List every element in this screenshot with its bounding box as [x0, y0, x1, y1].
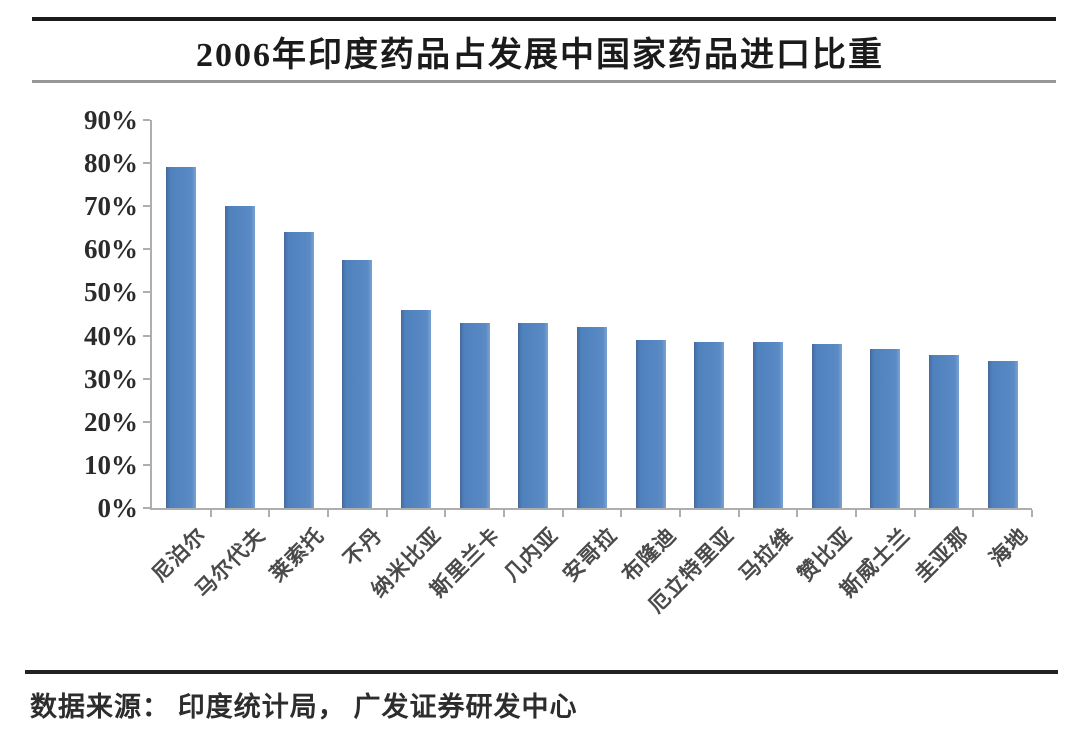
y-tick-mark — [143, 205, 150, 208]
data-source-text: 数据来源： 印度统计局， 广发证券研发中心 — [30, 692, 578, 722]
bar — [342, 260, 373, 508]
bar-column: 厄立特里亚 — [644, 120, 740, 618]
bar-column: 斯里兰卡 — [425, 120, 505, 602]
bar — [987, 361, 1018, 508]
bar-column: 马尔代夫 — [191, 120, 271, 602]
y-tick-label: 70% — [84, 191, 138, 222]
bar-column: 圭亚那 — [910, 120, 975, 586]
bar-column: 海地 — [973, 120, 1033, 571]
bar-column: 布隆迪 — [617, 120, 681, 586]
bar-column: 几内亚 — [500, 120, 564, 586]
bar — [870, 348, 901, 508]
bar-column: 不丹 — [328, 120, 388, 571]
title-underline-rule — [32, 80, 1056, 83]
bar — [811, 344, 842, 508]
y-tick-label: 10% — [84, 449, 138, 480]
bar — [694, 342, 725, 508]
bar-column: 斯威士兰 — [836, 120, 916, 602]
y-tick-mark — [143, 507, 150, 509]
bar — [166, 167, 197, 508]
plot-area: 尼泊尔 马尔代夫 莱索托 不丹 纳米比亚 斯里兰卡 几内亚 安哥拉 布隆迪 厄立特里亚 马拉维 赞比亚… — [143, 119, 1033, 618]
bar — [753, 342, 784, 508]
x-axis-label: 几内亚 — [499, 522, 564, 587]
top-rule — [32, 17, 1056, 21]
y-tick-label: 20% — [84, 406, 138, 437]
bar — [459, 322, 490, 508]
bar — [401, 309, 432, 508]
y-tick-label: 30% — [84, 363, 138, 394]
y-tick-label: 80% — [84, 148, 138, 179]
bar — [283, 232, 314, 508]
y-tick-mark — [143, 162, 150, 165]
bar-column: 赞比亚 — [793, 120, 857, 586]
y-tick-mark — [143, 463, 150, 466]
bar-column: 莱索托 — [265, 120, 329, 586]
y-tick-mark — [143, 119, 150, 121]
y-axis: 90% 80% 70% 60% 50% 40% 30% 20% 10% 0% — [52, 106, 138, 522]
bar-column: 纳米比亚 — [367, 120, 447, 602]
bar-column: 马拉维 — [734, 120, 799, 586]
y-tick-label: 0% — [97, 493, 139, 523]
y-tick-mark — [143, 377, 150, 380]
y-tick-label: 50% — [84, 277, 138, 308]
bar — [518, 322, 549, 508]
y-tick-mark — [143, 291, 150, 294]
bar-column: 尼泊尔 — [148, 120, 212, 586]
y-tick-label: 40% — [84, 320, 138, 351]
y-tick-mark — [143, 248, 150, 251]
bottom-rule — [25, 670, 1058, 674]
y-tick-mark — [143, 334, 150, 337]
y-tick-label: 90% — [84, 105, 138, 135]
bar — [635, 339, 666, 508]
bar — [225, 206, 255, 508]
x-axis-label: 安哥拉 — [558, 522, 622, 587]
bar-column: 安哥拉 — [558, 120, 623, 586]
x-axis-label: 莱索托 — [264, 522, 329, 587]
x-axis-label: 马拉维 — [734, 522, 798, 587]
chart-title: 2006年印度药品占发展中国家药品进口比重 — [196, 37, 884, 74]
bars-container: 尼泊尔 马尔代夫 莱索托 不丹 纳米比亚 斯里兰卡 几内亚 安哥拉 布隆迪 厄立特里亚 马拉维 赞比亚… — [148, 120, 1033, 618]
bar — [929, 354, 960, 508]
x-axis-label: 海地 — [984, 522, 1033, 571]
bar — [577, 326, 608, 508]
x-axis-label: 圭亚那 — [910, 522, 974, 587]
y-tick-mark — [143, 420, 150, 423]
y-tick-label: 60% — [84, 234, 138, 265]
